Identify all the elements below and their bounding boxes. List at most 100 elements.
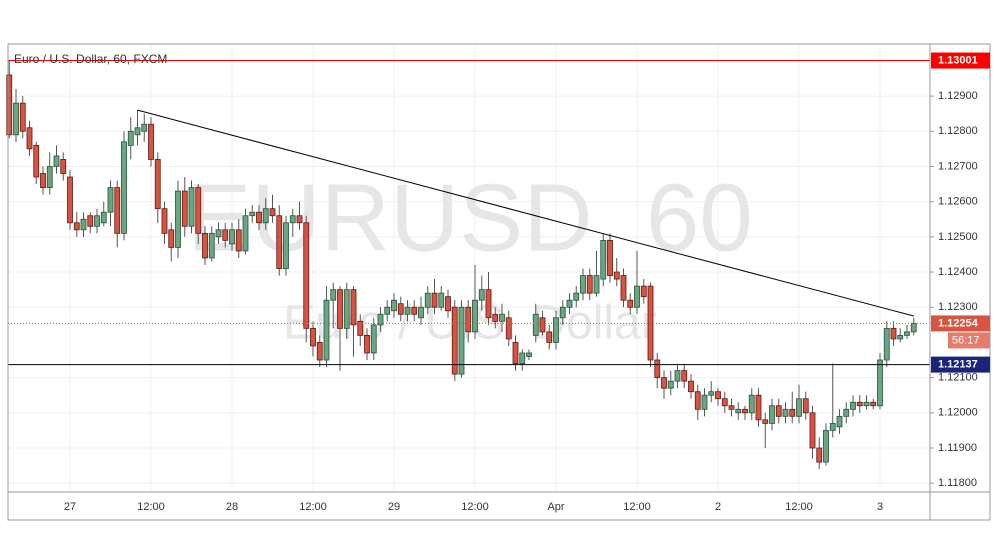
price-badge-label: 1.13001 bbox=[938, 54, 978, 66]
candle-body bbox=[640, 285, 647, 298]
candle-body bbox=[620, 275, 627, 301]
candle-body bbox=[424, 292, 431, 308]
candle-body bbox=[53, 155, 60, 167]
y-tick-label: 1.12300 bbox=[938, 301, 978, 313]
candle-body bbox=[593, 275, 600, 294]
candle-body bbox=[310, 327, 316, 347]
candle-body bbox=[19, 102, 26, 132]
candle-body bbox=[775, 405, 782, 417]
candle-body bbox=[823, 430, 829, 463]
candle-body bbox=[667, 380, 674, 389]
candle-body bbox=[370, 324, 377, 354]
candle-body bbox=[701, 394, 708, 410]
candle-body bbox=[154, 159, 161, 210]
candle-body bbox=[357, 320, 364, 336]
candle-body bbox=[215, 229, 222, 238]
candle-body bbox=[175, 190, 181, 248]
candle-body bbox=[40, 173, 46, 188]
candle-body bbox=[438, 292, 445, 308]
candle-body bbox=[499, 313, 505, 322]
candle-body bbox=[26, 127, 33, 150]
candle-body bbox=[681, 370, 688, 382]
candle-body bbox=[431, 292, 438, 308]
candle-body bbox=[674, 370, 681, 382]
candle-body bbox=[168, 229, 175, 248]
candle-body bbox=[458, 306, 465, 375]
y-tick-label: 1.12100 bbox=[938, 372, 978, 384]
candle-body bbox=[384, 306, 391, 315]
y-tick-label: 1.11800 bbox=[938, 477, 977, 489]
candle-body bbox=[181, 190, 188, 227]
candle-body bbox=[802, 398, 809, 414]
candle-body bbox=[654, 359, 661, 379]
candle-body bbox=[559, 306, 566, 319]
candle-body bbox=[877, 359, 883, 407]
last-price-label: 1.12254 bbox=[938, 317, 979, 329]
candle-body bbox=[249, 211, 256, 217]
candle-body bbox=[829, 422, 836, 431]
marks-layer bbox=[6, 60, 917, 470]
candle-body bbox=[546, 331, 553, 343]
candle-body bbox=[33, 144, 40, 178]
trendline bbox=[137, 109, 914, 317]
candle-body bbox=[337, 289, 343, 329]
candle-body bbox=[107, 187, 114, 213]
y-tick-label: 1.12600 bbox=[938, 196, 978, 208]
candle-body bbox=[377, 313, 384, 326]
candle-body bbox=[870, 401, 877, 407]
candle-body bbox=[742, 408, 748, 414]
candle-body bbox=[883, 327, 890, 361]
candle-body bbox=[512, 342, 519, 364]
x-tick-label: 12:00 bbox=[623, 501, 651, 513]
candle-body bbox=[316, 342, 323, 361]
candle-body bbox=[94, 215, 100, 227]
candle-body bbox=[816, 447, 823, 463]
x-tick-label: 12:00 bbox=[785, 501, 813, 513]
chart-title: Euro / U.S. Dollar, 60, FXCM bbox=[14, 52, 167, 66]
candle-body bbox=[330, 289, 337, 301]
candle-body bbox=[519, 352, 526, 364]
x-tick-label: 28 bbox=[226, 501, 238, 513]
candle-body bbox=[242, 215, 249, 252]
candle-body bbox=[796, 398, 802, 417]
candle-body bbox=[46, 166, 53, 188]
candle-body bbox=[262, 208, 269, 224]
candle-body bbox=[269, 208, 276, 217]
x-tick-label: 29 bbox=[388, 501, 400, 513]
y-tick-label: 1.12900 bbox=[938, 90, 978, 102]
candle-body bbox=[343, 289, 350, 329]
candle-body bbox=[809, 412, 816, 449]
candle-body bbox=[289, 215, 296, 224]
candle-body bbox=[60, 159, 67, 174]
candle-body bbox=[283, 222, 289, 269]
candle-body bbox=[634, 285, 640, 308]
candle-body bbox=[195, 187, 202, 234]
candle-body bbox=[566, 299, 573, 308]
y-tick-label: 1.11900 bbox=[938, 442, 977, 454]
y-tick-label: 1.12000 bbox=[938, 407, 978, 419]
frame bbox=[7, 43, 991, 521]
candle-body bbox=[688, 380, 694, 393]
x-tick-label: 27 bbox=[64, 501, 76, 513]
candle-body bbox=[134, 127, 141, 136]
candle-body bbox=[627, 299, 634, 308]
candle-body bbox=[148, 123, 154, 160]
candle-body bbox=[296, 215, 303, 224]
candle-body bbox=[728, 405, 735, 410]
last-price-badge bbox=[931, 315, 990, 332]
candle-body bbox=[600, 239, 607, 280]
candle-body bbox=[465, 306, 472, 333]
candle-body bbox=[276, 215, 283, 269]
candle-body bbox=[485, 289, 492, 319]
price-badge bbox=[931, 52, 990, 69]
price-badge bbox=[931, 356, 990, 373]
candle-body bbox=[404, 306, 411, 315]
candle-body bbox=[397, 303, 404, 315]
candle-body bbox=[613, 271, 620, 280]
candle-body bbox=[850, 401, 856, 410]
candle-body bbox=[694, 391, 701, 410]
candle-body bbox=[836, 415, 843, 428]
candle-body bbox=[755, 394, 762, 421]
